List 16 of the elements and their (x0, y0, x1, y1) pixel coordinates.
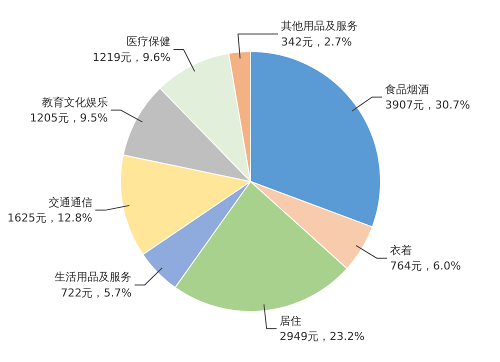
slice-label: 教育文化娱乐 (42, 96, 108, 109)
slice-label: 居住 (280, 314, 302, 328)
data-label: 3907元，30.7% (385, 98, 470, 112)
slice-label: 交通通信 (48, 196, 92, 209)
data-label: 2949元，23.2% (280, 330, 365, 343)
data-label: 342元，2.7% (281, 35, 352, 48)
slice-label: 医疗保健 (126, 35, 171, 48)
data-label: 1625元，12.8% (7, 211, 92, 224)
data-label: 722元，5.7% (60, 286, 132, 300)
slice-label: 其他用品及服务 (281, 20, 358, 33)
data-label: 1219元，9.6% (92, 50, 171, 64)
data-label: 764元，6.0% (390, 260, 461, 273)
slice-label: 衣着 (390, 244, 412, 258)
data-label: 1205元，9.5% (30, 111, 108, 124)
slice-label: 食品烟酒 (385, 82, 430, 96)
slice-label: 生活用品及服务 (54, 270, 132, 284)
